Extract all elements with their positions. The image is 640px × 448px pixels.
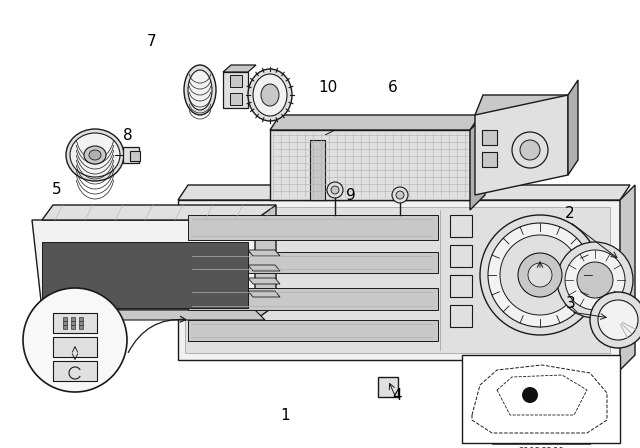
- Polygon shape: [32, 220, 265, 310]
- Bar: [79, 325, 83, 329]
- Ellipse shape: [261, 84, 279, 106]
- Text: 7: 7: [147, 34, 157, 49]
- Polygon shape: [270, 115, 480, 130]
- Bar: [130, 151, 140, 161]
- Bar: [123, 147, 139, 163]
- Bar: [482, 130, 497, 145]
- Bar: [188, 320, 438, 341]
- Circle shape: [557, 242, 633, 318]
- Polygon shape: [32, 310, 265, 320]
- Text: 8: 8: [123, 128, 133, 142]
- Polygon shape: [568, 80, 578, 175]
- Text: 10: 10: [318, 81, 338, 95]
- Circle shape: [522, 387, 538, 403]
- Circle shape: [392, 187, 408, 203]
- Ellipse shape: [66, 129, 124, 181]
- Text: 9: 9: [346, 188, 356, 202]
- Text: 3: 3: [566, 297, 576, 311]
- Bar: [71, 321, 75, 325]
- Circle shape: [518, 253, 562, 297]
- Text: 5: 5: [52, 182, 62, 198]
- Polygon shape: [223, 72, 248, 108]
- Polygon shape: [475, 95, 568, 195]
- Polygon shape: [325, 130, 335, 135]
- Text: 6: 6: [388, 81, 398, 95]
- Bar: [462, 355, 620, 443]
- Bar: [53, 361, 97, 381]
- Bar: [450, 215, 472, 237]
- Polygon shape: [223, 65, 256, 72]
- Bar: [482, 152, 497, 167]
- Ellipse shape: [89, 150, 101, 160]
- Bar: [79, 317, 83, 321]
- Circle shape: [512, 132, 548, 168]
- Circle shape: [480, 215, 600, 335]
- Bar: [450, 275, 472, 297]
- Bar: [53, 313, 97, 333]
- Bar: [188, 215, 438, 240]
- Circle shape: [577, 262, 613, 298]
- Bar: [450, 305, 472, 327]
- Polygon shape: [248, 265, 280, 271]
- Bar: [63, 321, 67, 325]
- Circle shape: [590, 292, 640, 348]
- Bar: [230, 93, 242, 105]
- Polygon shape: [178, 200, 620, 360]
- Polygon shape: [248, 250, 280, 256]
- Text: C002C260: C002C260: [518, 447, 564, 448]
- Bar: [378, 377, 398, 397]
- Bar: [53, 361, 97, 381]
- Bar: [53, 337, 97, 357]
- Text: 4: 4: [392, 388, 402, 402]
- Polygon shape: [270, 130, 470, 200]
- Ellipse shape: [84, 146, 106, 164]
- Circle shape: [331, 186, 339, 194]
- Circle shape: [528, 263, 552, 287]
- Ellipse shape: [188, 70, 212, 110]
- Bar: [450, 245, 472, 267]
- Ellipse shape: [70, 133, 120, 177]
- Circle shape: [396, 191, 404, 199]
- Bar: [230, 75, 242, 87]
- Ellipse shape: [253, 74, 287, 116]
- Text: 1: 1: [280, 408, 290, 422]
- Bar: [63, 317, 67, 321]
- Polygon shape: [310, 140, 325, 200]
- Bar: [71, 317, 75, 321]
- Polygon shape: [42, 205, 276, 220]
- Polygon shape: [255, 205, 276, 320]
- Bar: [188, 252, 438, 273]
- Polygon shape: [248, 278, 280, 284]
- Polygon shape: [178, 185, 630, 200]
- Circle shape: [520, 140, 540, 160]
- Bar: [63, 325, 67, 329]
- Polygon shape: [42, 242, 248, 308]
- Polygon shape: [620, 185, 635, 370]
- Bar: [71, 325, 75, 329]
- Polygon shape: [185, 207, 610, 353]
- Bar: [53, 313, 97, 333]
- Circle shape: [598, 300, 638, 340]
- Circle shape: [565, 250, 625, 310]
- Circle shape: [488, 223, 592, 327]
- Polygon shape: [470, 115, 485, 210]
- Polygon shape: [475, 95, 568, 115]
- Text: 2: 2: [565, 207, 575, 221]
- Circle shape: [500, 235, 580, 315]
- Circle shape: [23, 288, 127, 392]
- Bar: [79, 321, 83, 325]
- Polygon shape: [248, 291, 280, 297]
- Ellipse shape: [248, 69, 292, 121]
- Circle shape: [327, 182, 343, 198]
- Bar: [188, 288, 438, 310]
- Bar: [53, 337, 97, 357]
- Ellipse shape: [184, 65, 216, 115]
